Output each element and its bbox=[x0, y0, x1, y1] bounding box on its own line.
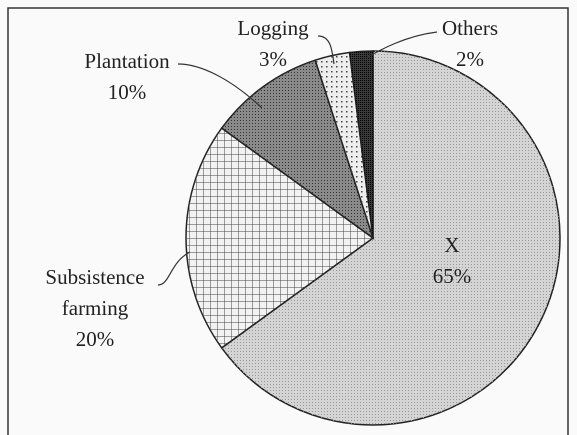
slice-label: Others 2% bbox=[442, 13, 498, 75]
category-label: Plantation bbox=[84, 49, 170, 73]
value-label: 10% bbox=[107, 80, 147, 104]
slice-texture bbox=[349, 51, 373, 238]
slice-texture bbox=[221, 60, 373, 238]
slice-texture bbox=[221, 51, 561, 426]
category-label: Logging bbox=[237, 16, 309, 40]
pie bbox=[185, 50, 561, 426]
slice-texture bbox=[186, 128, 373, 348]
value-label: 20% bbox=[75, 327, 115, 351]
frame bbox=[7, 7, 569, 435]
value-label: 65% bbox=[432, 264, 472, 288]
slice-label: Logging 3% bbox=[237, 13, 308, 75]
slice-label: Plantation 10% bbox=[84, 46, 169, 108]
category-label: X bbox=[444, 233, 460, 257]
leader-line bbox=[317, 35, 335, 65]
slice-label: Subsistence farming 20% bbox=[30, 262, 160, 355]
value-label: 2% bbox=[456, 47, 484, 71]
leader-line bbox=[177, 63, 263, 109]
slice-texture bbox=[315, 52, 373, 239]
slice-label: X 65% bbox=[433, 230, 472, 292]
leader-line bbox=[365, 31, 438, 59]
leader-line bbox=[157, 251, 191, 286]
leader-lines bbox=[157, 31, 438, 286]
category-label: Subsistence farming bbox=[45, 265, 145, 320]
category-label: Others bbox=[442, 16, 498, 40]
value-label: 3% bbox=[258, 47, 287, 71]
